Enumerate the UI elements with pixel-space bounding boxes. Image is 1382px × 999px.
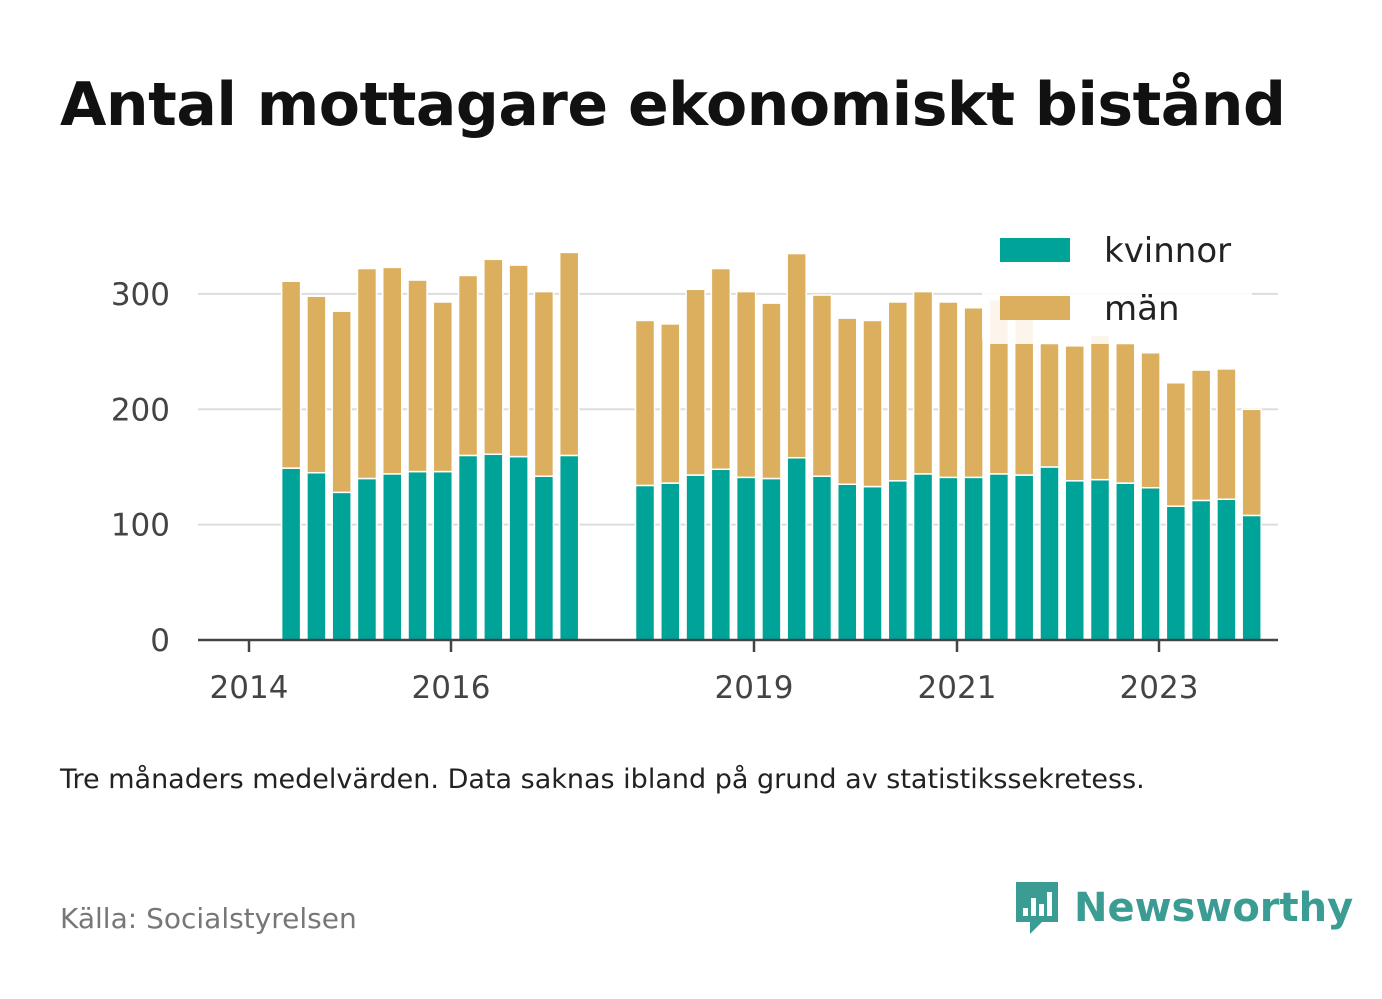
bar-man	[1064, 345, 1085, 482]
x-tick-label: 2016	[412, 670, 491, 706]
bar-kvinnor	[735, 476, 757, 641]
bar-man	[660, 323, 681, 484]
legend-label: män	[1104, 289, 1180, 329]
bar-man	[306, 295, 327, 474]
bar-kvinnor	[331, 491, 352, 641]
bar-kvinnor	[1140, 486, 1161, 641]
chart-note: Tre månaders medelvärden. Data saknas ib…	[60, 764, 1145, 795]
bar-kvinnor	[1216, 498, 1237, 641]
bar-kvinnor	[710, 468, 732, 641]
bar-kvinnor	[1241, 514, 1262, 641]
bar-man	[786, 252, 807, 459]
bar-kvinnor	[457, 454, 479, 641]
bar-kvinnor	[1089, 478, 1111, 641]
bar-kvinnor	[685, 474, 706, 641]
bar-kvinnor	[786, 456, 807, 641]
bar-kvinnor	[963, 476, 984, 641]
bar-kvinnor	[811, 475, 833, 641]
bar-man	[1039, 342, 1060, 468]
bar-man	[710, 267, 732, 471]
bars	[280, 251, 1262, 641]
bar-man	[811, 294, 833, 477]
axes: 0 100 200 300 2014 2016 2019 2021 2023	[111, 277, 1278, 706]
bar-kvinnor	[988, 473, 1010, 641]
bar-man	[457, 274, 479, 457]
bar-man	[912, 290, 934, 475]
bar-man	[483, 258, 504, 456]
legend-label: kvinnor	[1104, 231, 1231, 271]
y-tick-label: 100	[111, 508, 170, 544]
y-tick-label: 0	[150, 623, 170, 659]
bar-man	[558, 251, 580, 457]
bar-man	[887, 301, 909, 482]
bar-kvinnor	[508, 455, 529, 641]
bar-kvinnor	[1190, 499, 1212, 641]
bar-man	[533, 290, 555, 477]
bar-man	[381, 266, 403, 475]
bar-man	[280, 280, 302, 469]
bar-kvinnor	[634, 484, 656, 641]
bar-man	[407, 279, 428, 473]
bar-man	[761, 302, 782, 480]
legend-swatch-kvinnor	[1000, 238, 1070, 262]
bar-kvinnor	[558, 454, 580, 641]
bar-kvinnor	[280, 467, 302, 641]
y-tick-label: 300	[111, 277, 170, 313]
newsworthy-logo-icon	[1016, 882, 1058, 934]
bar-kvinnor	[912, 473, 934, 641]
bar-kvinnor	[887, 480, 909, 641]
bar-man	[1190, 369, 1212, 502]
brand-logo[interactable]: Newsworthy	[1012, 878, 1353, 938]
bar-man	[508, 264, 529, 458]
bar-kvinnor	[862, 485, 883, 641]
bar-kvinnor	[356, 477, 378, 641]
chart-title: Antal mottagare ekonomiskt bistånd	[60, 70, 1286, 140]
bar-kvinnor	[407, 470, 428, 641]
bar-kvinnor	[483, 453, 504, 641]
brand-name: Newsworthy	[1074, 885, 1354, 931]
bar-man	[963, 307, 984, 479]
bar-kvinnor	[533, 475, 555, 641]
bar-man	[1241, 408, 1262, 517]
bar-man	[432, 301, 454, 473]
x-tick-label: 2023	[1120, 670, 1199, 706]
bar-man	[685, 288, 706, 476]
bar-man	[634, 319, 656, 487]
bar-kvinnor	[836, 483, 858, 641]
bar-kvinnor	[938, 476, 959, 641]
bar-man	[938, 301, 959, 479]
y-tick-label: 200	[111, 392, 170, 428]
x-tick-label: 2019	[715, 670, 794, 706]
bar-man	[1216, 368, 1237, 501]
bar-man	[1089, 334, 1111, 481]
bar-kvinnor	[1013, 474, 1035, 641]
bar-kvinnor	[432, 470, 454, 641]
bar-man	[1165, 381, 1187, 507]
bar-kvinnor	[306, 471, 327, 641]
bar-man	[862, 319, 883, 488]
x-tick-label: 2014	[210, 670, 289, 706]
legend: kvinnor män	[982, 226, 1252, 344]
legend-swatch-man	[1000, 296, 1070, 320]
bar-man	[836, 317, 858, 486]
bar-kvinnor	[381, 473, 403, 641]
bar-kvinnor	[660, 482, 681, 641]
bar-kvinnor	[1115, 482, 1136, 641]
bar-man	[356, 267, 378, 480]
source-text: Källa: Socialstyrelsen	[60, 902, 357, 935]
bar-kvinnor	[761, 477, 782, 641]
bar-kvinnor	[1064, 480, 1085, 641]
bar-man	[1140, 351, 1161, 489]
bar-kvinnor	[1039, 466, 1060, 641]
bar-man	[1115, 342, 1136, 484]
bar-man	[735, 290, 757, 479]
x-tick-label: 2021	[918, 670, 997, 706]
bar-man	[331, 310, 352, 494]
bar-kvinnor	[1165, 505, 1187, 641]
